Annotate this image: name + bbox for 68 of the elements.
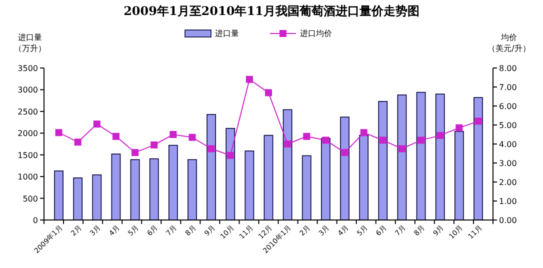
point	[208, 145, 215, 152]
y-tick-label: 1500	[18, 150, 38, 160]
bar	[264, 134, 274, 220]
point	[456, 124, 463, 132]
point	[150, 141, 158, 148]
point	[188, 134, 196, 141]
bar	[206, 114, 216, 220]
bar	[321, 138, 330, 220]
y2-tick-label: 4.00	[499, 140, 517, 149]
y2-tick-label: 3.00	[499, 159, 517, 168]
y-tick-label: 3000	[18, 86, 38, 95]
point	[436, 132, 444, 139]
point	[226, 152, 234, 159]
y-tick-label: 3500	[18, 64, 38, 73]
y2-tick-label: 5.00	[499, 121, 517, 130]
point	[74, 138, 82, 146]
point	[246, 76, 253, 83]
y-tick-label: 0	[32, 216, 38, 225]
point	[341, 149, 348, 156]
y2-tick-label: 2.00	[499, 178, 517, 187]
bar	[302, 155, 312, 220]
legend-label: 进口均价	[300, 29, 332, 38]
point	[132, 149, 139, 156]
point	[398, 145, 406, 152]
bar	[397, 94, 407, 220]
bar	[188, 159, 197, 220]
bar	[378, 101, 388, 220]
point	[303, 132, 310, 140]
bar	[73, 177, 83, 220]
point	[418, 136, 425, 144]
chart-title: 2009年1月至2010年11月我国葡萄酒进口量价走势图	[124, 4, 420, 18]
y-tick-label: 500	[22, 194, 38, 204]
y-tick-label: 2000	[18, 129, 38, 138]
legend-label: 进口量	[215, 29, 239, 38]
point	[379, 136, 386, 144]
y-tick-label: 2500	[18, 107, 38, 116]
y-tick-label: 1000	[18, 172, 38, 182]
y-axis-title: 进口量（万升）	[14, 33, 46, 53]
bar	[359, 134, 369, 220]
bar	[454, 131, 464, 220]
point	[93, 120, 100, 128]
bar	[474, 97, 483, 220]
bar	[130, 159, 140, 220]
bar	[168, 144, 178, 220]
point	[360, 129, 368, 136]
y2-axis-title: 均价（美元/升）	[488, 33, 530, 53]
y2-tick-label: 6.00	[499, 102, 517, 111]
point	[284, 140, 292, 148]
bar	[149, 158, 159, 220]
bar	[244, 150, 254, 220]
point	[474, 118, 482, 125]
y2-tick-label: 8.00	[499, 64, 517, 73]
point	[322, 136, 330, 144]
bar	[54, 170, 64, 220]
point	[55, 129, 62, 136]
point	[170, 131, 177, 138]
bar	[111, 154, 121, 220]
y2-tick-label: 7.00	[499, 83, 517, 92]
bar	[435, 94, 445, 220]
bar	[416, 92, 426, 220]
y2-tick-label: 0.00	[499, 216, 517, 225]
point	[265, 89, 272, 96]
bar	[282, 109, 292, 220]
point	[112, 132, 120, 140]
bar	[92, 174, 102, 220]
bar	[226, 128, 236, 220]
y2-tick-label: 1.00	[499, 197, 517, 206]
bar	[340, 116, 350, 220]
